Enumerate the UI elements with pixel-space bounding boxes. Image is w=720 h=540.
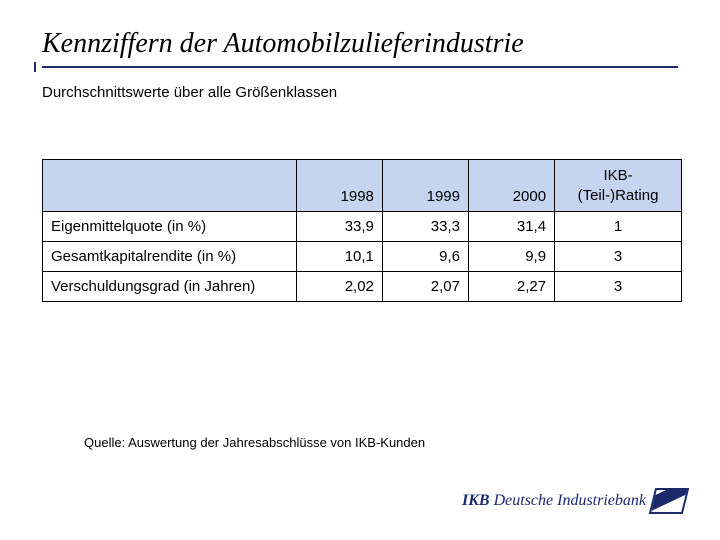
- col-header-metric: [43, 160, 297, 212]
- footer-logo: IKB Deutsche Industriebank: [462, 488, 686, 514]
- cell-value: 31,4: [468, 212, 554, 242]
- cell-rating: 3: [555, 272, 682, 302]
- slide: Kennziffern der Automobilzulieferindustr…: [0, 0, 720, 540]
- cell-rating: 1: [555, 212, 682, 242]
- row-label: Verschuldungsgrad (in Jahren): [43, 272, 297, 302]
- col-header-1999: 1999: [382, 160, 468, 212]
- cell-value: 9,6: [382, 242, 468, 272]
- col-header-rating-line2: (Teil-)Rating: [578, 187, 659, 204]
- row-label: Eigenmittelquote (in %): [43, 212, 297, 242]
- page-title: Kennziffern der Automobilzulieferindustr…: [42, 28, 678, 60]
- title-underline: [42, 66, 678, 68]
- col-header-rating: IKB- (Teil-)Rating: [555, 160, 682, 212]
- table-header-row: 1998 1999 2000 IKB- (Teil-)Rating: [43, 160, 682, 212]
- col-header-rating-line1: IKB-: [603, 167, 632, 184]
- table-row: Verschuldungsgrad (in Jahren) 2,02 2,07 …: [43, 272, 682, 302]
- row-label: Gesamtkapitalrendite (in %): [43, 242, 297, 272]
- table-row: Gesamtkapitalrendite (in %) 10,1 9,6 9,9…: [43, 242, 682, 272]
- subtitle: Durchschnittswerte über alle Größenklass…: [42, 84, 678, 101]
- source-note: Quelle: Auswertung der Jahresabschlüsse …: [84, 435, 425, 450]
- cell-value: 9,9: [468, 242, 554, 272]
- logo-icon: [649, 488, 689, 514]
- cell-value: 33,3: [382, 212, 468, 242]
- cell-value: 2,27: [468, 272, 554, 302]
- metrics-table: 1998 1999 2000 IKB- (Teil-)Rating Eigenm…: [42, 159, 682, 302]
- logo-brand: IKB: [462, 492, 490, 509]
- cell-value: 33,9: [296, 212, 382, 242]
- col-header-1998: 1998: [296, 160, 382, 212]
- logo-text: IKB Deutsche Industriebank: [462, 492, 646, 510]
- cell-rating: 3: [555, 242, 682, 272]
- cell-value: 2,07: [382, 272, 468, 302]
- col-header-2000: 2000: [468, 160, 554, 212]
- cell-value: 10,1: [296, 242, 382, 272]
- logo-name: Deutsche Industriebank: [494, 492, 646, 509]
- cell-value: 2,02: [296, 272, 382, 302]
- table-row: Eigenmittelquote (in %) 33,9 33,3 31,4 1: [43, 212, 682, 242]
